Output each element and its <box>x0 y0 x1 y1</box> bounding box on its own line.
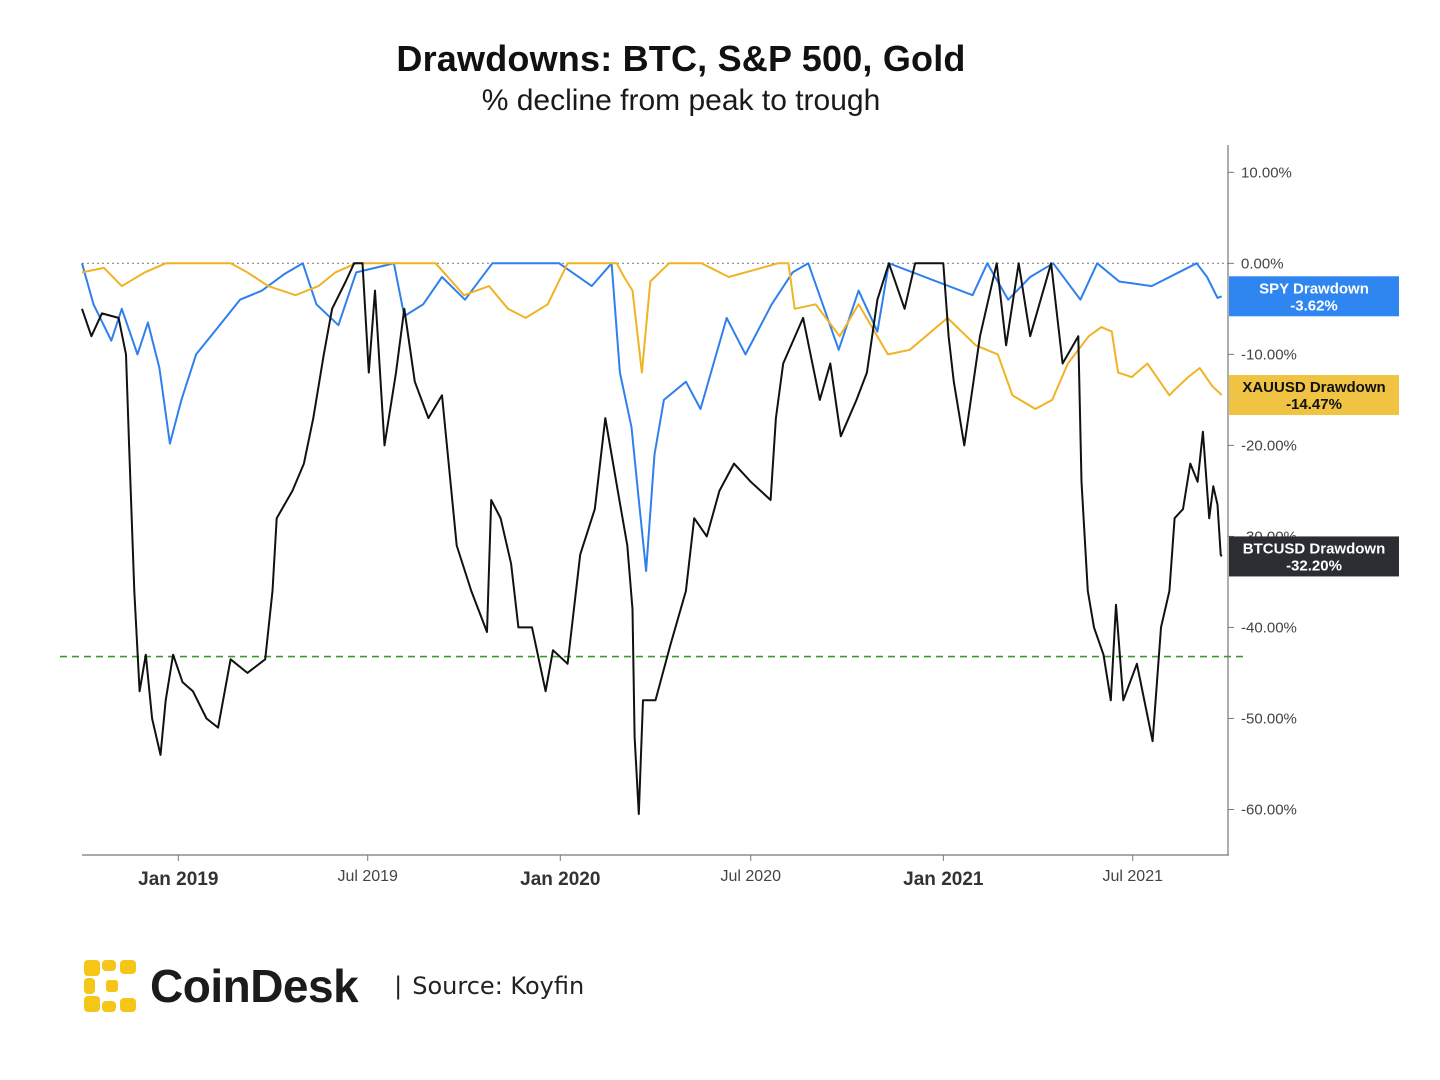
y-tick-label-1: 0.00% <box>1241 255 1284 272</box>
x-tick-label-1: Jul 2019 <box>337 868 398 885</box>
axis-layer: 10.00%0.00%-10.00%-20.00%-30.00%-40.00%-… <box>82 145 1297 890</box>
coindesk-logo-icon <box>84 960 136 1012</box>
series-layer <box>81 262 1223 815</box>
source-separator: | <box>394 972 403 1000</box>
chart-subtitle: % decline from peak to trough <box>481 84 881 117</box>
x-tick-label-2: Jan 2020 <box>520 869 600 890</box>
series-label-box-2 <box>1229 536 1399 577</box>
x-tick-label-0: Jan 2019 <box>138 869 218 890</box>
drawdown-chart: 10.00%0.00%-10.00%-20.00%-30.00%-40.00%-… <box>60 145 1399 890</box>
series-line-0 <box>81 262 1223 572</box>
series-label-value-1: -14.47% <box>1286 396 1342 413</box>
series-value-label-2: BTCUSD Drawdown-32.20% <box>1229 536 1399 577</box>
y-tick-label-5: -40.00% <box>1241 619 1297 636</box>
series-value-label-0: SPY Drawdown-3.62% <box>1229 276 1399 317</box>
series-label-value-0: -3.62% <box>1290 297 1338 314</box>
source-text: Source: Koyfin <box>412 972 585 1000</box>
y-tick-label-0: 10.00% <box>1241 164 1292 181</box>
label-layer: SPY Drawdown-3.62% XAUUSD Drawdown-14.47%… <box>1229 276 1399 577</box>
y-tick-label-6: -50.00% <box>1241 710 1297 727</box>
y-tick-label-7: -60.00% <box>1241 801 1297 818</box>
x-tick-label-5: Jul 2021 <box>1103 868 1164 885</box>
y-tick-label-3: -20.00% <box>1241 437 1297 454</box>
series-label-value-2: -32.20% <box>1286 557 1342 574</box>
source-note: | Source: Koyfin <box>394 972 584 1000</box>
series-label-name-1: XAUUSD Drawdown <box>1242 379 1385 396</box>
series-label-name-0: SPY Drawdown <box>1259 280 1369 297</box>
y-tick-label-2: -10.00% <box>1241 346 1297 363</box>
x-tick-label-3: Jul 2020 <box>721 868 782 885</box>
series-value-label-1: XAUUSD Drawdown-14.47% <box>1229 375 1399 416</box>
series-label-box-0 <box>1229 276 1399 317</box>
footer: CoinDesk | Source: Koyfin <box>82 956 584 1016</box>
x-tick-label-4: Jan 2021 <box>903 869 984 890</box>
series-label-name-2: BTCUSD Drawdown <box>1243 540 1386 557</box>
chart-title: Drawdowns: BTC, S&P 500, Gold <box>396 38 966 79</box>
series-line-1 <box>81 262 1223 410</box>
brand-name: CoinDesk <box>150 960 359 1012</box>
series-line-2 <box>81 262 1223 815</box>
series-label-box-1 <box>1229 375 1399 416</box>
grid-layer <box>60 262 1245 658</box>
